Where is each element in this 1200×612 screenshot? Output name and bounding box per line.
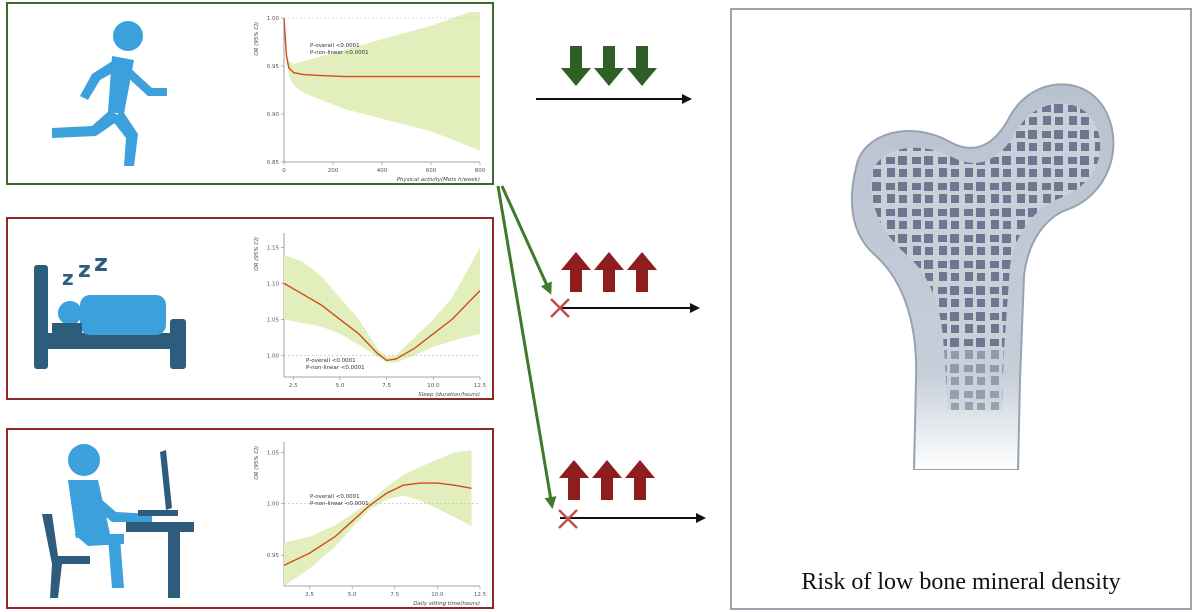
y-tick-label: 1.15 [267,245,280,251]
femur-bone-icon [850,83,1115,470]
p-value-annotation: P-non-linear <0.0001 [306,365,365,371]
increase-arrows-group-sitting [559,460,655,500]
y-tick-label: 1.05 [267,450,280,456]
or-curve [283,282,481,362]
outcome-label: Risk of low bone mineral density [801,569,1121,595]
x-axis-label: Physical activity(Mets h/week) [397,177,480,183]
x-tick-label: 0 [282,168,286,174]
y-tick-label: 0.95 [267,553,280,559]
physical-activity-chart: 0.85 0.90 0.95 1.00 0 200 400 600 800 Physical ac… [254,12,486,183]
y-tick-label: 1.00 [267,502,280,508]
sleep-panel: z z z 1.00 1.05 1.10 1.15 2.5 5.0 7.5 10.0 12.5 S… [6,217,494,400]
y-tick-label: 1.10 [267,281,280,287]
cross-mark-icon [558,509,578,529]
y-axis-label: OR (95% CI) [254,237,260,271]
x-axis-label: Sleep (duration/hours) [418,392,480,398]
up-arrow-icon [627,252,657,292]
up-arrow-icon [625,460,655,500]
up-arrow-icon [594,252,624,292]
or-curve [283,482,472,567]
svg-text:z: z [62,266,74,290]
p-value-annotation: P-non-linear <0.0001 [310,501,369,507]
y-axis-label: OR (95% CI) [254,446,260,480]
or-curve [283,17,480,78]
y-tick-label: 1.00 [267,16,280,22]
y-tick-label: 1.05 [267,317,280,323]
running-person-icon [52,21,167,166]
x-axis-label: Daily sitting time(hours) [413,601,480,607]
x-tick-label: 800 [475,168,486,174]
p-value-annotation: P-overall <0.0001 [306,358,356,364]
confidence-band [284,12,480,151]
p-value-annotation: P-non-linear <0.0001 [310,50,369,56]
svg-text:z: z [94,251,108,277]
down-arrow-icon [594,46,624,86]
y-tick-label: 1.00 [267,353,280,359]
sleeping-person-icon: z z z [34,251,186,369]
sitting-at-computer-icon [42,444,194,598]
x-tick-label: 10.0 [431,592,444,598]
down-arrow-icon [561,46,591,86]
increase-arrows-group-sleep [561,252,657,292]
x-tick-label: 12.5 [474,383,486,389]
down-arrow-icon [627,46,657,86]
p-value-annotation: P-overall <0.0001 [310,43,360,49]
x-tick-label: 200 [328,168,339,174]
y-tick-label: 0.95 [267,64,280,70]
x-tick-label: 400 [377,168,388,174]
up-arrow-icon [559,460,589,500]
y-tick-label: 0.85 [267,160,280,166]
x-tick-label: 10.0 [427,383,440,389]
svg-text:z: z [78,258,91,283]
activity-to-sitting-arrow [496,185,557,509]
x-tick-label: 600 [426,168,437,174]
p-value-annotation: P-overall <0.0001 [310,494,360,500]
y-axis-label: OR (95% CI) [254,22,260,56]
x-tick-label: 7.5 [390,592,399,598]
decrease-arrows-group [561,46,657,86]
x-tick-label: 2.5 [289,383,298,389]
x-tick-label: 7.5 [382,383,391,389]
physical-activity-panel: 0.85 0.90 0.95 1.00 0 200 400 600 800 Physical ac… [6,2,494,185]
confidence-band [284,450,472,586]
sitting-panel: 0.95 1.00 1.05 2.5 5.0 7.5 10.0 12.5 Daily sitti… [6,428,494,609]
cross-mark-icon [550,298,570,318]
confidence-band [284,247,480,363]
sitting-time-chart: 0.95 1.00 1.05 2.5 5.0 7.5 10.0 12.5 Daily sitti… [254,442,486,607]
x-tick-label: 12.5 [474,592,486,598]
sleep-chart: 1.00 1.05 1.10 1.15 2.5 5.0 7.5 10.0 12.5 Sleep (… [254,233,486,398]
activity-to-sleep-arrow [500,185,552,295]
y-tick-label: 0.90 [267,112,280,118]
x-tick-label: 5.0 [336,383,345,389]
up-arrow-icon [561,252,591,292]
x-tick-label: 2.5 [305,592,314,598]
up-arrow-icon [592,460,622,500]
x-tick-label: 5.0 [348,592,357,598]
outcome-panel: Risk of low bone mineral density [730,8,1192,610]
